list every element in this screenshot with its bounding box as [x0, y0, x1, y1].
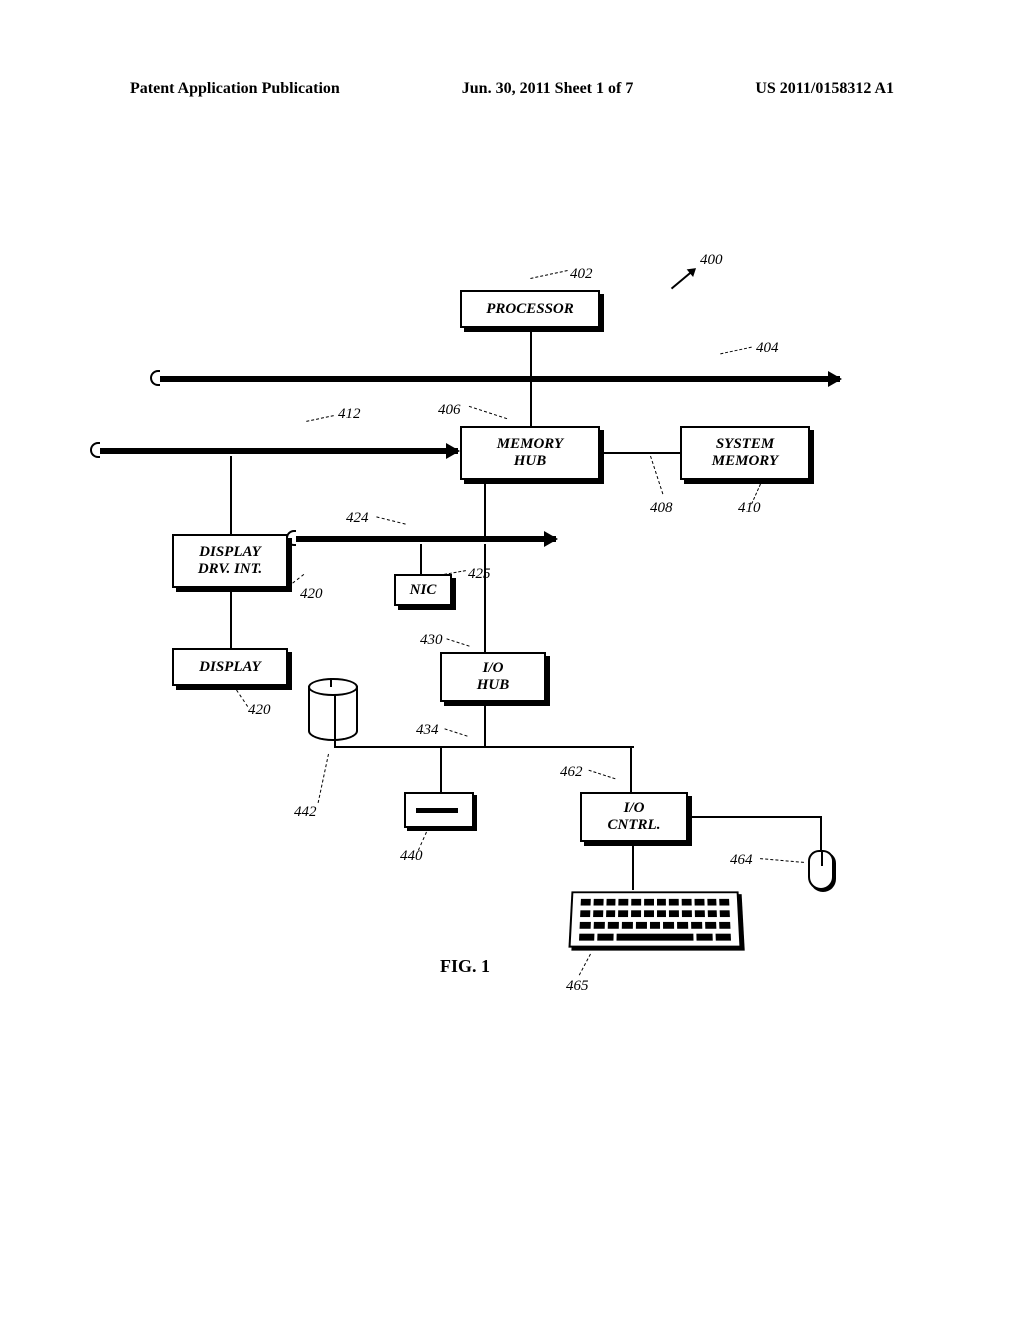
ref-464: 464: [730, 852, 753, 869]
leader-425: [444, 570, 466, 575]
bus-412: [100, 448, 458, 454]
leader-412: [306, 415, 334, 422]
leader-465: [579, 954, 591, 976]
conn-iocntrl-kbd: [632, 846, 634, 890]
block-memory-hub: MEMORY HUB: [460, 426, 600, 480]
leader-402: [530, 270, 567, 279]
ref-442: 442: [294, 804, 317, 821]
leader-462: [589, 770, 616, 780]
header-left: Patent Application Publication: [130, 80, 340, 98]
block-nic: NIC: [394, 574, 452, 606]
leader-424: [376, 516, 405, 524]
mouse-wire: [820, 816, 822, 850]
conn-bus424-iohub: [484, 544, 486, 652]
leader-434: [444, 728, 467, 736]
keyboard-icon: [568, 891, 741, 947]
ref-402: 402: [570, 266, 593, 283]
conn-memhub-bus424: [484, 484, 486, 536]
page-header: Patent Application Publication Jun. 30, …: [0, 80, 1024, 98]
bus-404-bracket: [150, 370, 160, 386]
bus-404: [160, 376, 840, 382]
figure-1-diagram: 400 PROCESSOR 402 404 MEMORY HUB 406 SYS…: [120, 260, 900, 1100]
block-display-drv-int: DISPLAY DRV. INT.: [172, 534, 288, 588]
conn-434-iocntrl: [630, 746, 632, 792]
drive-icon: [404, 792, 474, 828]
ref-465: 465: [566, 978, 589, 995]
block-io-hub: I/O HUB: [440, 652, 546, 702]
conn-iohub-434: [484, 706, 486, 746]
block-io-cntrl: I/O CNTRL.: [580, 792, 688, 842]
conn-434-drive: [440, 746, 442, 792]
conn-ddi-display: [230, 592, 232, 648]
leader-464: [760, 858, 804, 863]
ref-424: 424: [346, 510, 369, 527]
bus-434: [334, 746, 634, 748]
disk-icon: [308, 678, 358, 748]
ref-440: 440: [400, 848, 423, 865]
leader-430: [446, 638, 469, 646]
ref-410: 410: [738, 500, 761, 517]
ref-420a: 420: [300, 586, 323, 603]
ref-412: 412: [338, 406, 361, 423]
leader-420b: [236, 690, 248, 707]
block-processor: PROCESSOR: [460, 290, 600, 328]
conn-memhub-sysmem: [604, 452, 680, 454]
figure-label: FIG. 1: [440, 956, 490, 977]
conn-iocntrl-mouse-h: [692, 816, 822, 818]
conn-bus412-ddi: [230, 456, 232, 534]
mouse-icon: [808, 850, 834, 890]
header-right: US 2011/0158312 A1: [755, 80, 894, 98]
conn-bus424-nic: [420, 544, 422, 574]
bus-412-bracket: [90, 442, 100, 458]
ref-408: 408: [650, 500, 673, 517]
ref-406: 406: [438, 402, 461, 419]
leader-404: [720, 347, 752, 355]
leader-406: [469, 406, 507, 419]
conn-bus-memhub: [530, 382, 532, 426]
ref-425: 425: [468, 566, 491, 583]
ref-462: 462: [560, 764, 583, 781]
ref-430: 430: [420, 632, 443, 649]
leader-408: [650, 456, 663, 494]
conn-proc-bus: [530, 332, 532, 376]
header-center: Jun. 30, 2011 Sheet 1 of 7: [462, 80, 634, 98]
leader-442: [318, 754, 329, 803]
bus-424: [296, 536, 556, 542]
block-display: DISPLAY: [172, 648, 288, 686]
ref-420b: 420: [248, 702, 271, 719]
leader-400: [671, 269, 695, 290]
ref-400: 400: [700, 252, 723, 269]
ref-404: 404: [756, 340, 779, 357]
ref-434: 434: [416, 722, 439, 739]
block-system-memory: SYSTEM MEMORY: [680, 426, 810, 480]
